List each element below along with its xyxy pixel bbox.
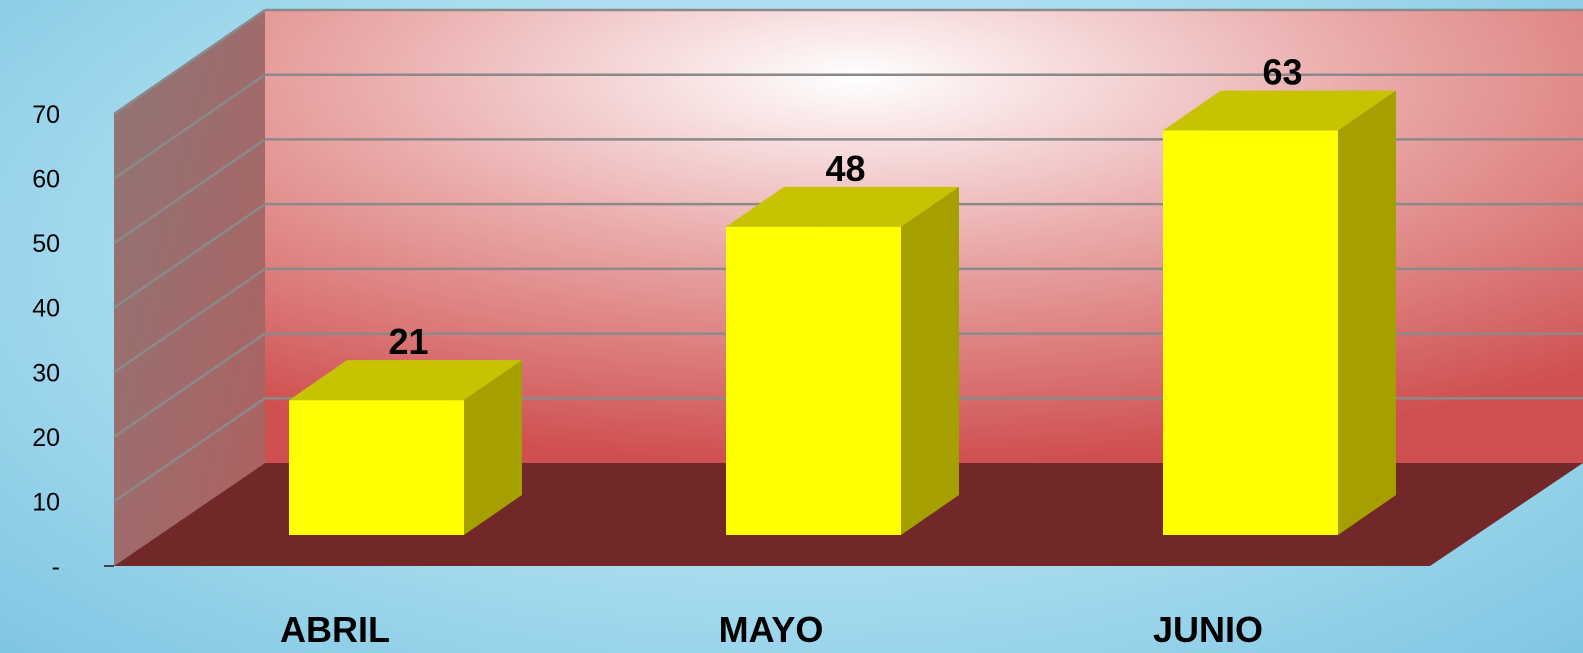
data-label: 21 (388, 321, 428, 362)
bar-abril: 21 (289, 321, 522, 535)
y-tick-label: 40 (32, 295, 60, 323)
gridline-side (113, 73, 266, 180)
gridline-side (113, 203, 266, 309)
y-tick-label: 50 (32, 230, 60, 258)
x-tick-label: ABRIL (280, 609, 390, 650)
bar-junio: 63 (1163, 52, 1396, 536)
gridline-side (113, 138, 266, 245)
bar-mayo: 48 (726, 148, 959, 535)
bar-side-face (1338, 90, 1396, 535)
bar-top-face (726, 186, 959, 227)
gridline-side (113, 397, 266, 503)
gridline-side (113, 332, 266, 438)
y-tick-label: 10 (32, 488, 60, 516)
x-axis: ABRIL MAYO JUNIO (280, 609, 1263, 650)
y-tick-label: 30 (32, 359, 60, 387)
y-tick-label: - (52, 553, 60, 581)
chart-side-wall (114, 10, 265, 566)
data-label: 63 (1262, 52, 1302, 93)
bar-top-face (289, 360, 522, 401)
x-tick-label: MAYO (719, 609, 824, 650)
bar-front-face (726, 226, 901, 535)
bar-top-face (1163, 90, 1396, 131)
y-tick-label: 60 (32, 166, 60, 194)
bar-front-face (1163, 130, 1338, 536)
data-label: 48 (825, 148, 865, 189)
x-tick-label: JUNIO (1153, 609, 1263, 650)
y-axis: - 10 20 30 40 50 60 70 (32, 101, 114, 581)
gridline-side (113, 8, 266, 116)
bar-side-face (464, 360, 522, 535)
bar-front-face (289, 400, 464, 535)
y-tick-label: 20 (32, 424, 60, 452)
y-tick-label: 70 (32, 101, 60, 129)
gridline-side (113, 267, 266, 374)
bars: 21 48 63 (289, 52, 1396, 536)
bar-side-face (901, 186, 959, 535)
